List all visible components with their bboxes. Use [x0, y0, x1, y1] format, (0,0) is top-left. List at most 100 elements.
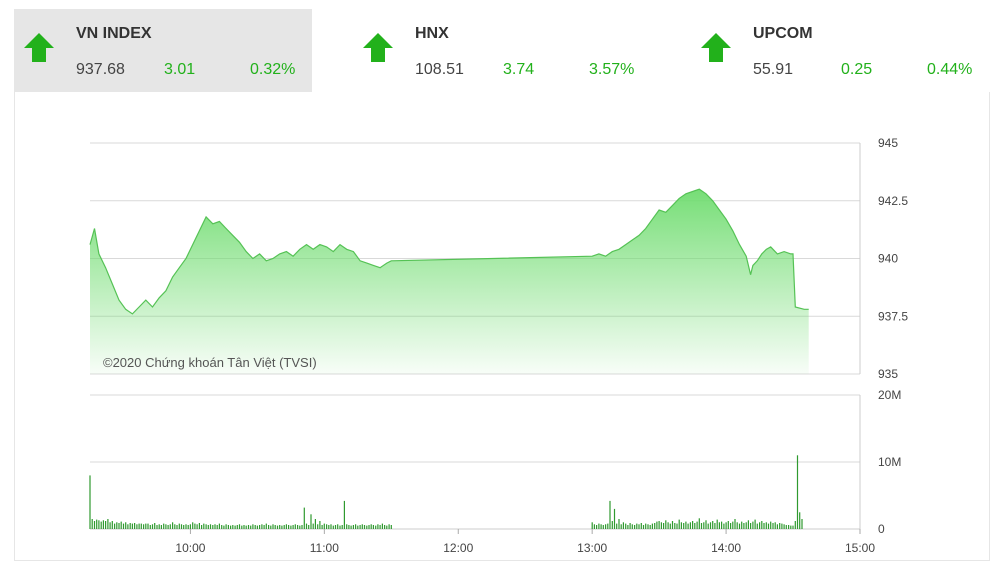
volume-bar — [613, 508, 616, 529]
index-value: 937.68 — [76, 61, 125, 78]
volume-bar — [678, 519, 680, 529]
volume-bar — [305, 523, 308, 529]
index-tabs: VN INDEX 937.68 3.01 0.32% HNX 108.51 3.… — [14, 9, 990, 92]
volume-bar — [386, 525, 388, 529]
volume-bar — [263, 525, 265, 529]
volume-bar — [185, 524, 187, 529]
volume-bar — [756, 523, 758, 529]
volume-bar — [620, 524, 622, 529]
volume-bar — [163, 523, 165, 529]
index-name: UPCOM — [753, 25, 813, 42]
volume-bar — [136, 524, 138, 529]
volume-bar — [654, 523, 656, 529]
volume-bar — [765, 522, 767, 529]
volume-bar — [645, 523, 647, 529]
index-name: HNX — [415, 25, 449, 42]
volume-bar — [375, 525, 377, 529]
volume-bar — [593, 524, 595, 529]
index-change: 3.01 — [164, 61, 196, 78]
volume-bar — [759, 522, 761, 529]
volume-bar — [605, 524, 607, 529]
volume-bar — [636, 523, 638, 529]
volume-bar — [696, 521, 698, 529]
index-change-percent: 0.44% — [927, 61, 973, 78]
volume-bar — [301, 525, 303, 529]
index-tab-hnx[interactable]: HNX 108.51 3.74 3.57% — [353, 9, 651, 92]
volume-bar — [674, 523, 676, 529]
volume-bar — [89, 475, 91, 529]
volume-bar — [167, 525, 169, 529]
price-tick-label: 942.5 — [878, 194, 908, 208]
volume-bar — [127, 524, 129, 529]
volume-bar — [252, 524, 254, 529]
volume-bar — [297, 525, 299, 529]
volume-bar — [265, 523, 267, 529]
volume-bar — [125, 522, 127, 529]
volume-bar — [102, 520, 104, 529]
volume-bar — [245, 525, 247, 529]
volume-bar — [372, 525, 374, 529]
volume-bar — [640, 523, 642, 529]
volume-tick-label: 10M — [878, 455, 901, 469]
volume-bar — [799, 512, 801, 530]
volume-bar — [738, 523, 741, 529]
index-change: 3.74 — [503, 61, 535, 78]
volume-bar — [683, 523, 685, 529]
volume-bar — [368, 525, 370, 529]
volume-bar — [618, 519, 620, 529]
volume-bar — [180, 524, 183, 529]
volume-bar — [790, 525, 792, 529]
volume-bar — [114, 523, 116, 529]
volume-bar — [734, 519, 736, 529]
volume-bar — [270, 525, 272, 529]
volume-bar — [723, 523, 725, 529]
volume-bar — [772, 523, 774, 529]
volume-bar — [651, 523, 653, 529]
volume-bar — [607, 523, 609, 529]
volume-bar — [317, 524, 319, 529]
volume-bar — [105, 521, 107, 529]
volume-bar — [192, 522, 194, 529]
index-change: 0.25 — [841, 61, 873, 78]
volume-tick-label: 0 — [878, 522, 885, 536]
volume-bar — [109, 522, 111, 529]
volume-bar — [259, 525, 261, 529]
volume-bar — [783, 524, 785, 529]
volume-bar — [788, 525, 790, 529]
volume-bar — [388, 524, 390, 529]
volume-bar — [165, 524, 167, 529]
volume-bar — [634, 525, 636, 529]
volume-bar — [154, 523, 156, 529]
volume-bar — [792, 525, 794, 529]
volume-bar — [332, 525, 334, 529]
volume-bar — [736, 522, 738, 529]
volume-bar — [207, 525, 209, 529]
volume-bar — [209, 524, 212, 529]
arrow-up-icon — [701, 33, 731, 62]
index-tab-upcom[interactable]: UPCOM 55.91 0.25 0.44% — [691, 9, 989, 92]
volume-bar — [781, 523, 783, 529]
volume-bar — [600, 524, 602, 529]
volume-bar — [352, 525, 354, 529]
volume-bar — [727, 521, 729, 529]
index-tab-vnindex[interactable]: VN INDEX 937.68 3.01 0.32% — [14, 9, 312, 92]
x-tick-label: 12:00 — [443, 541, 473, 555]
volume-bar — [223, 525, 225, 529]
arrow-up-icon — [363, 33, 393, 62]
index-change-percent: 0.32% — [250, 61, 296, 78]
volume-bar — [294, 524, 296, 529]
arrow-up-icon — [24, 33, 54, 62]
volume-bar — [187, 525, 189, 529]
volume-bar — [111, 521, 113, 529]
volume-bar — [183, 525, 185, 529]
volume-bar — [131, 523, 133, 529]
volume-bar — [384, 525, 386, 529]
volume-bar — [741, 521, 743, 529]
volume-bar — [143, 524, 145, 529]
volume-bar — [232, 525, 234, 529]
index-name: VN INDEX — [76, 25, 152, 42]
price-tick-label: 945 — [878, 136, 898, 150]
volume-bar — [703, 522, 705, 529]
volume-bar — [779, 523, 781, 529]
